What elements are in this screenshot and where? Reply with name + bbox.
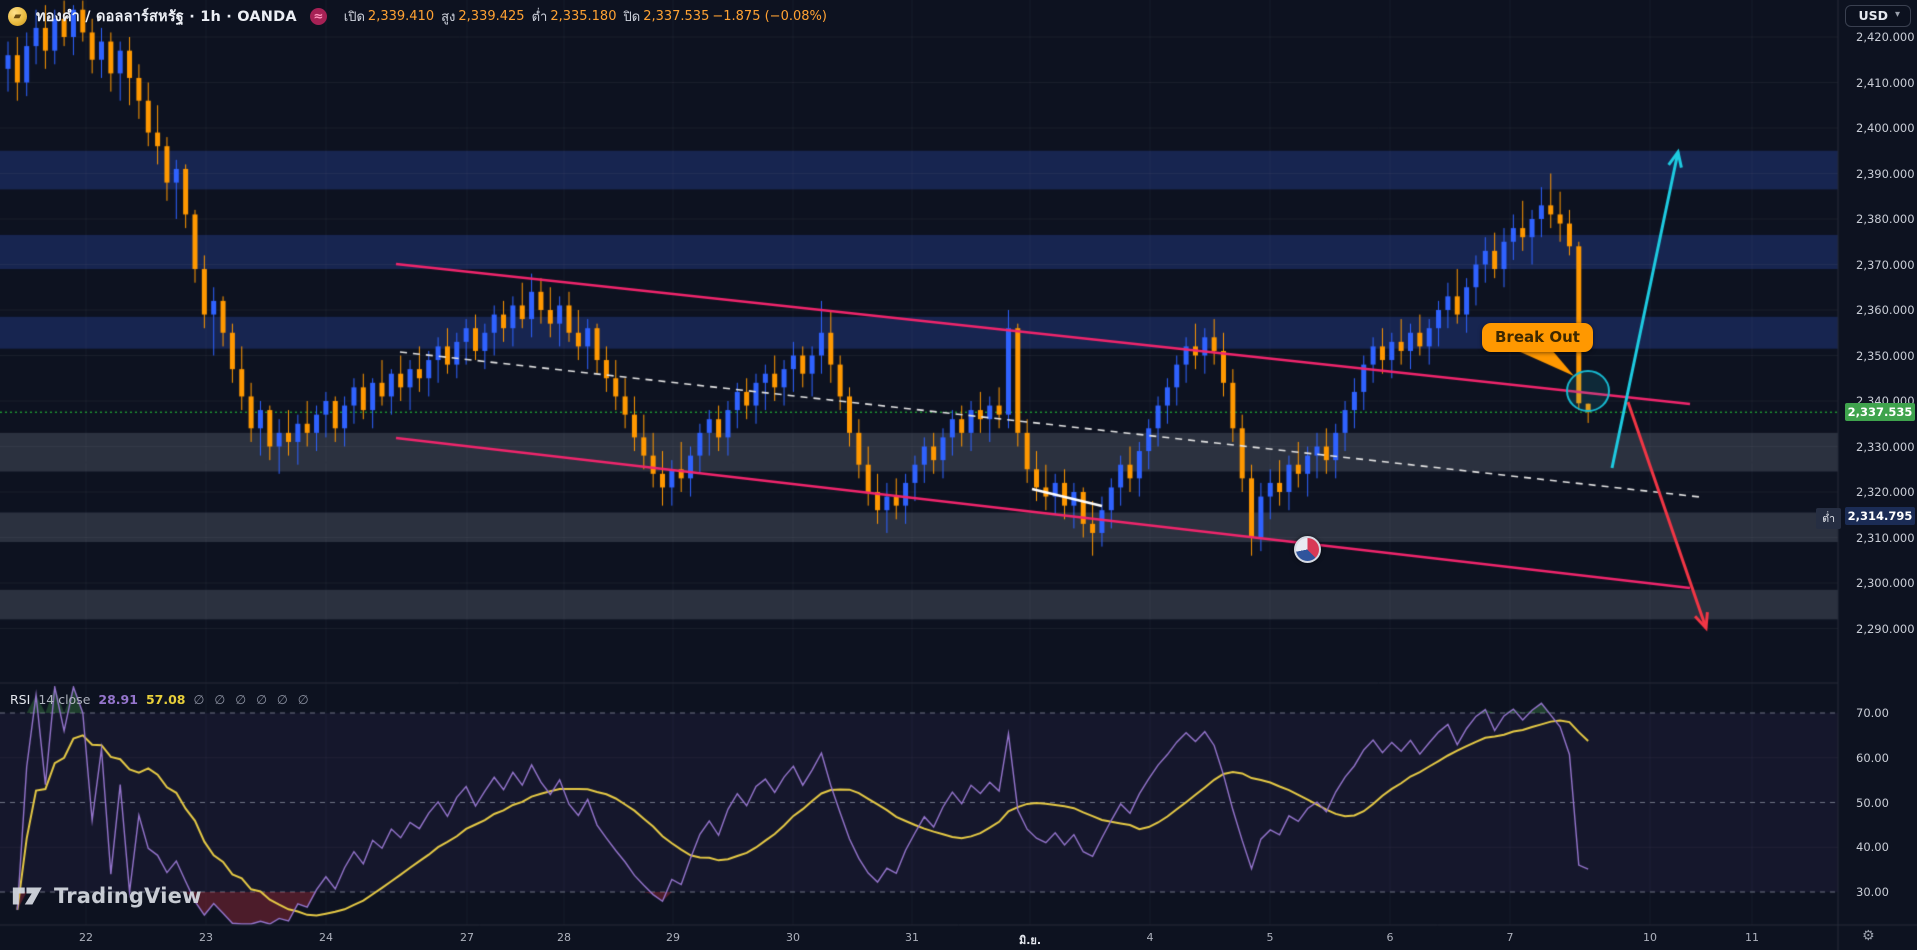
time-axis-label: 22 [79,931,93,944]
symbol-title[interactable]: ทองคำ / ดอลลาร์สหรัฐ · 1h · OANDA [36,8,297,25]
rsi-legend[interactable]: RSI 14 close 28.91 57.08 ∅ ∅ ∅ ∅ ∅ ∅ [10,692,312,707]
time-axis-label: 27 [460,931,474,944]
price-axis-label: 2,360.000 [1856,303,1915,317]
rsi-empty-values: ∅ ∅ ∅ ∅ ∅ ∅ [193,692,312,707]
time-axis-label: 11 [1745,931,1759,944]
time-axis-label: 29 [666,931,680,944]
time-axis-label: 6 [1386,931,1394,944]
tradingview-watermark[interactable]: TradingView [12,884,202,908]
chart-header: ▰ ทองคำ / ดอลลาร์สหรัฐ · 1h · OANDA ≈ เป… [8,5,827,27]
time-axis-label: 10 [1643,931,1657,944]
session-low-tag-label: ต่ำ [1816,507,1841,529]
rsi-axis-label: 50.00 [1856,795,1889,810]
time-axis-label: มิ.ย. [1018,934,1042,947]
currency-dropdown[interactable]: USD ▾ [1845,5,1911,27]
gold-coin-icon: ▰ [8,6,27,26]
breakout-callout[interactable]: Break Out [1482,323,1593,352]
currency-value: USD [1858,8,1888,23]
rsi-value: 28.91 [98,692,138,707]
close-value: 2,337.535 [643,8,710,24]
price-axis-label: 2,400.000 [1856,121,1915,135]
current-price-tag: 2,337.535 [1845,403,1915,422]
time-axis-label: 24 [319,931,333,944]
rsi-title: RSI [10,692,31,707]
session-low-tag-value: 2,314.795 [1845,506,1915,525]
high-value: 2,339.425 [458,8,525,24]
ohlc-readout: เปิด 2,339.410 สูง 2,339.425 ต่ำ 2,335.1… [344,6,827,27]
price-axis-label: 2,290.000 [1856,621,1915,636]
tradingview-brand-text: TradingView [54,884,202,908]
rsi-axis-label: 60.00 [1856,750,1889,765]
low-value: 2,335.180 [550,8,617,24]
price-axis-label: 2,300.000 [1856,576,1915,590]
change-value: −1.875 (−0.08%) [712,8,827,24]
time-axis-label: 5 [1266,931,1274,944]
open-label: เปิด [343,9,365,25]
rsi-axis-label: 70.00 [1856,706,1889,720]
high-label: สูง [441,9,456,25]
rsi-params: 14 close [38,692,91,707]
rsi-ma-value: 57.08 [145,692,186,707]
synthetic-price-icon[interactable]: ≈ [309,7,327,25]
low-label: ต่ำ [531,9,548,25]
time-axis-label: 4 [1146,931,1154,944]
time-axis-label: 23 [199,931,213,944]
price-axis-label: 2,390.000 [1856,166,1915,181]
close-label: ปิด [623,9,641,25]
price-axis-label: 2,370.000 [1856,257,1915,272]
time-axis-label: 28 [557,931,571,944]
rsi-axis-label: 40.00 [1856,840,1889,855]
chevron-down-icon: ▾ [1894,9,1900,20]
rsi-axis-label: 30.00 [1856,885,1889,899]
price-axis-label: 2,410.000 [1856,75,1915,90]
time-axis-label: 30 [786,931,800,944]
time-axis-label: 31 [905,931,919,944]
price-axis-label: 2,310.000 [1856,530,1915,545]
settings-gear-icon[interactable]: ⚙ [1862,928,1875,944]
price-axis-label: 2,350.000 [1856,348,1915,363]
price-axis-label: 2,330.000 [1856,439,1915,454]
open-value: 2,339.410 [367,8,435,24]
sticker-badge[interactable] [1294,536,1321,563]
price-axis-label: 2,320.000 [1856,485,1915,499]
price-axis-label: 2,420.000 [1856,30,1915,44]
time-axis-label: 7 [1506,931,1514,944]
tradingview-logo-icon [12,887,42,905]
price-axis-label: 2,380.000 [1856,212,1915,226]
